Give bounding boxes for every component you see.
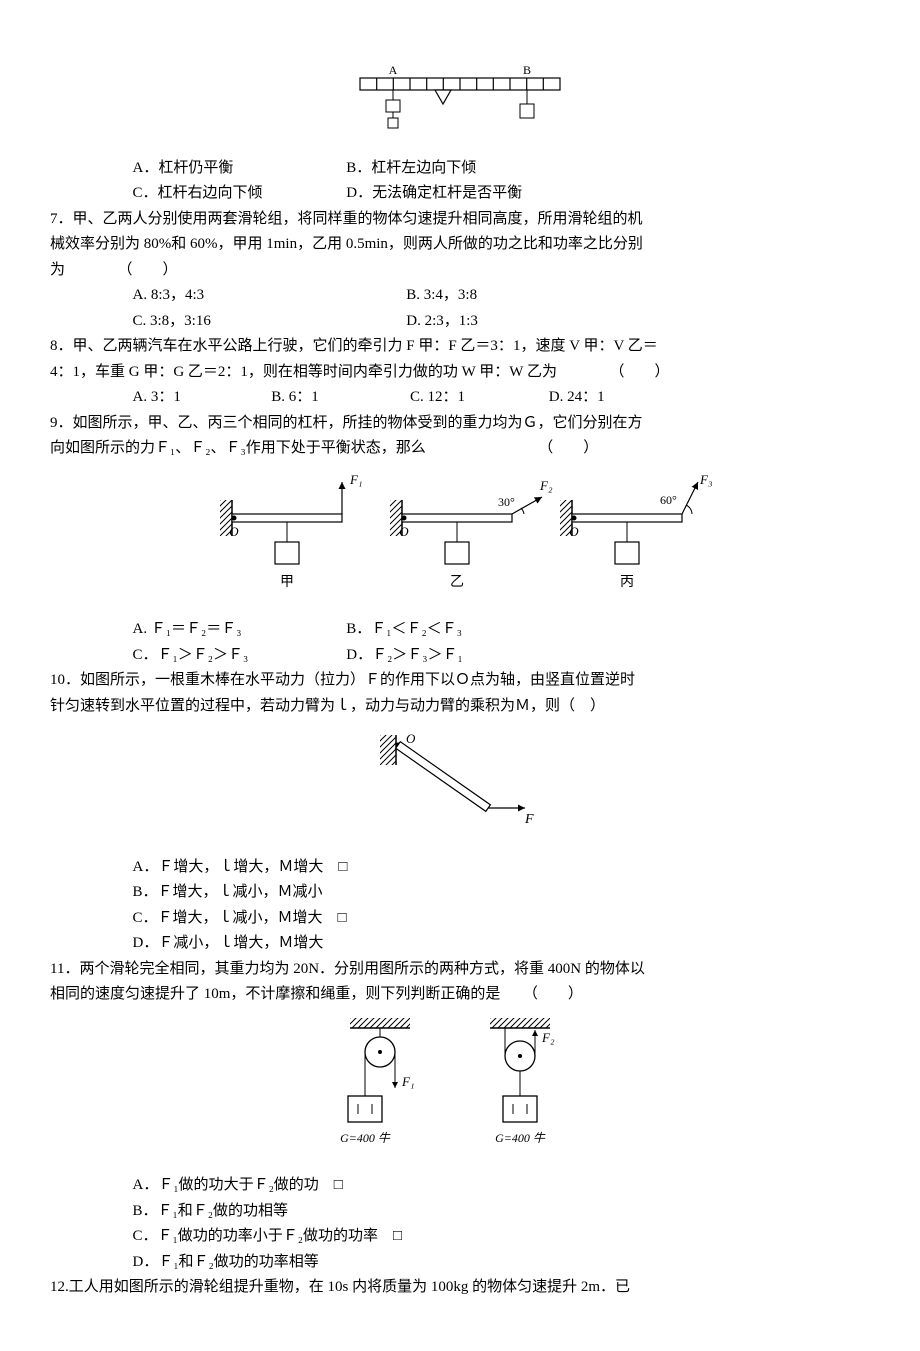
q8-opt-B: B. 6：1 [271, 385, 406, 411]
q6-options-row2: C．杠杆右边向下倾 D．无法确定杠杆是否平衡 [50, 181, 870, 207]
q7-stem-b: 械效率分别为 80%和 60%，甲用 1min，乙用 0.5min，则两人所做的… [50, 232, 870, 258]
q9-stem-a: 9．如图所示，甲、乙、丙三个相同的杠杆，所挂的物体受到的重力均为Ｇ，它们分别在方 [50, 411, 870, 437]
q10-F: F [524, 812, 534, 827]
q9-O1: O [229, 524, 239, 539]
q6-opt-A: A．杠杆仍平衡 [133, 156, 343, 182]
q9-figure: O F₁ 甲 O 30° F₂ 乙 [50, 470, 870, 610]
q6-figure: A B [50, 58, 870, 148]
q6-opt-B: B．杠杆左边向下倾 [346, 156, 476, 182]
q12-stem: 12.工人用如图所示的滑轮组提升重物，在 10s 内将质量为 100kg 的物体… [50, 1275, 870, 1301]
q8-opt-C: C. 12：1 [410, 385, 545, 411]
q11-stem-a: 11．两个滑轮完全相同，其重力均为 20N．分别用图所示的两种方式，将重 400… [50, 957, 870, 983]
q9-opt-D: D．Ｆ₂＞Ｆ₃＞Ｆ₁ [346, 643, 463, 669]
q9-stem-b: 向如图所示的力Ｆ₁、Ｆ₂、Ｆ₃作用下处于平衡状态，那么 （ ） [50, 436, 870, 462]
q10-figure: O F [50, 727, 870, 847]
q9-jia: 甲 [280, 575, 294, 590]
q11-G1: G=400 牛 [340, 1131, 391, 1145]
q11-opt-D: D．Ｆ₁和Ｆ₂做功的功率相等 [50, 1250, 870, 1276]
q9-opt-B: B．Ｆ₁＜Ｆ₂＜Ｆ₃ [346, 617, 462, 643]
q9-yi: 乙 [450, 574, 464, 590]
q8-row: A. 3：1 B. 6：1 C. 12：1 D. 24：1 [50, 385, 870, 411]
q9-F3: F₃ [699, 472, 712, 487]
q7-opt-B: B. 3:4，3:8 [406, 283, 676, 309]
q8-stem-a: 8．甲、乙两辆汽车在水平公路上行驶，它们的牵引力 F 甲：F 乙＝3：1，速度 … [50, 334, 870, 360]
q8-opt-D: D. 24：1 [549, 385, 684, 411]
q11-F2: F₂ [541, 1030, 555, 1045]
q7-opt-D: D. 2:3，1:3 [406, 309, 676, 335]
q9-row2: C．Ｆ₁＞Ｆ₂＞Ｆ₃ D．Ｆ₂＞Ｆ₃＞Ｆ₁ [50, 643, 870, 669]
q7-stem-c: 为 （ ） [50, 258, 870, 284]
q6-opt-D: D．无法确定杠杆是否平衡 [346, 181, 522, 207]
q9-row1: A. Ｆ₁＝Ｆ₂＝Ｆ₃ B．Ｆ₁＜Ｆ₂＜Ｆ₃ [50, 617, 870, 643]
q6-label-B: B [523, 63, 531, 77]
q10-stem-b: 针匀速转到水平位置的过程中，若动力臂为ｌ，动力与动力臂的乘积为Ｍ，则（ ） [50, 694, 870, 720]
q9-bing: 丙 [620, 575, 634, 590]
q7-opt-A: A. 8:3，4:3 [133, 283, 403, 309]
q10-opt-A: A．Ｆ增大，ｌ增大，Ｍ增大 □ [50, 855, 870, 881]
q11-F1: F₁ [401, 1074, 414, 1089]
q11-G2: G=400 牛 [495, 1131, 546, 1145]
q9-opt-C: C．Ｆ₁＞Ｆ₂＞Ｆ₃ [133, 643, 343, 669]
q11-stem-b: 相同的速度匀速提升了 10m，不计摩擦和绳重，则下列判断正确的是 （ ） [50, 982, 870, 1008]
q9-angle2: 30° [498, 495, 515, 509]
q11-figure: F₁ G=400 牛 F₂ G=400 牛 [50, 1016, 870, 1166]
q11-opt-C: C．Ｆ₁做功的功率小于Ｆ₂做功的功率 □ [50, 1224, 870, 1250]
q9-opt-A: A. Ｆ₁＝Ｆ₂＝Ｆ₃ [133, 617, 343, 643]
q9-O3: O [569, 524, 579, 539]
q7-row2: C. 3:8，3:16 D. 2:3，1:3 [50, 309, 870, 335]
q7-row1: A. 8:3，4:3 B. 3:4，3:8 [50, 283, 870, 309]
q7-opt-C: C. 3:8，3:16 [133, 309, 403, 335]
q6-options-row1: A．杠杆仍平衡 B．杠杆左边向下倾 [50, 156, 870, 182]
q9-F2: F₂ [539, 478, 553, 493]
q6-label-A: A [389, 63, 398, 77]
q10-stem-a: 10．如图所示，一根重木棒在水平动力（拉力）Ｆ的作用下以Ｏ点为轴，由竖直位置逆时 [50, 668, 870, 694]
q10-opt-D: D．Ｆ减小，ｌ增大，Ｍ增大 [50, 931, 870, 957]
q9-O2: O [399, 524, 409, 539]
q10-opt-B: B．Ｆ增大，ｌ减小，Ｍ减小 [50, 880, 870, 906]
q8-opt-A: A. 3：1 [133, 385, 268, 411]
q7-stem-a: 7．甲、乙两人分别使用两套滑轮组，将同样重的物体匀速提升相同高度，所用滑轮组的机 [50, 207, 870, 233]
q8-stem-b: 4：1，车重 G 甲：G 乙＝2：1，则在相等时间内牵引力做的功 W 甲：W 乙… [50, 360, 870, 386]
q10-opt-C: C．Ｆ增大，ｌ减小，Ｍ增大 □ [50, 906, 870, 932]
q11-opt-A: A．Ｆ₁做的功大于Ｆ₂做的功 □ [50, 1173, 870, 1199]
q6-opt-C: C．杠杆右边向下倾 [133, 181, 343, 207]
q11-opt-B: B．Ｆ₁和Ｆ₂做的功相等 [50, 1199, 870, 1225]
q9-angle3: 60° [660, 493, 677, 507]
q10-O: O [406, 731, 416, 746]
q9-F1: F₁ [349, 472, 362, 487]
